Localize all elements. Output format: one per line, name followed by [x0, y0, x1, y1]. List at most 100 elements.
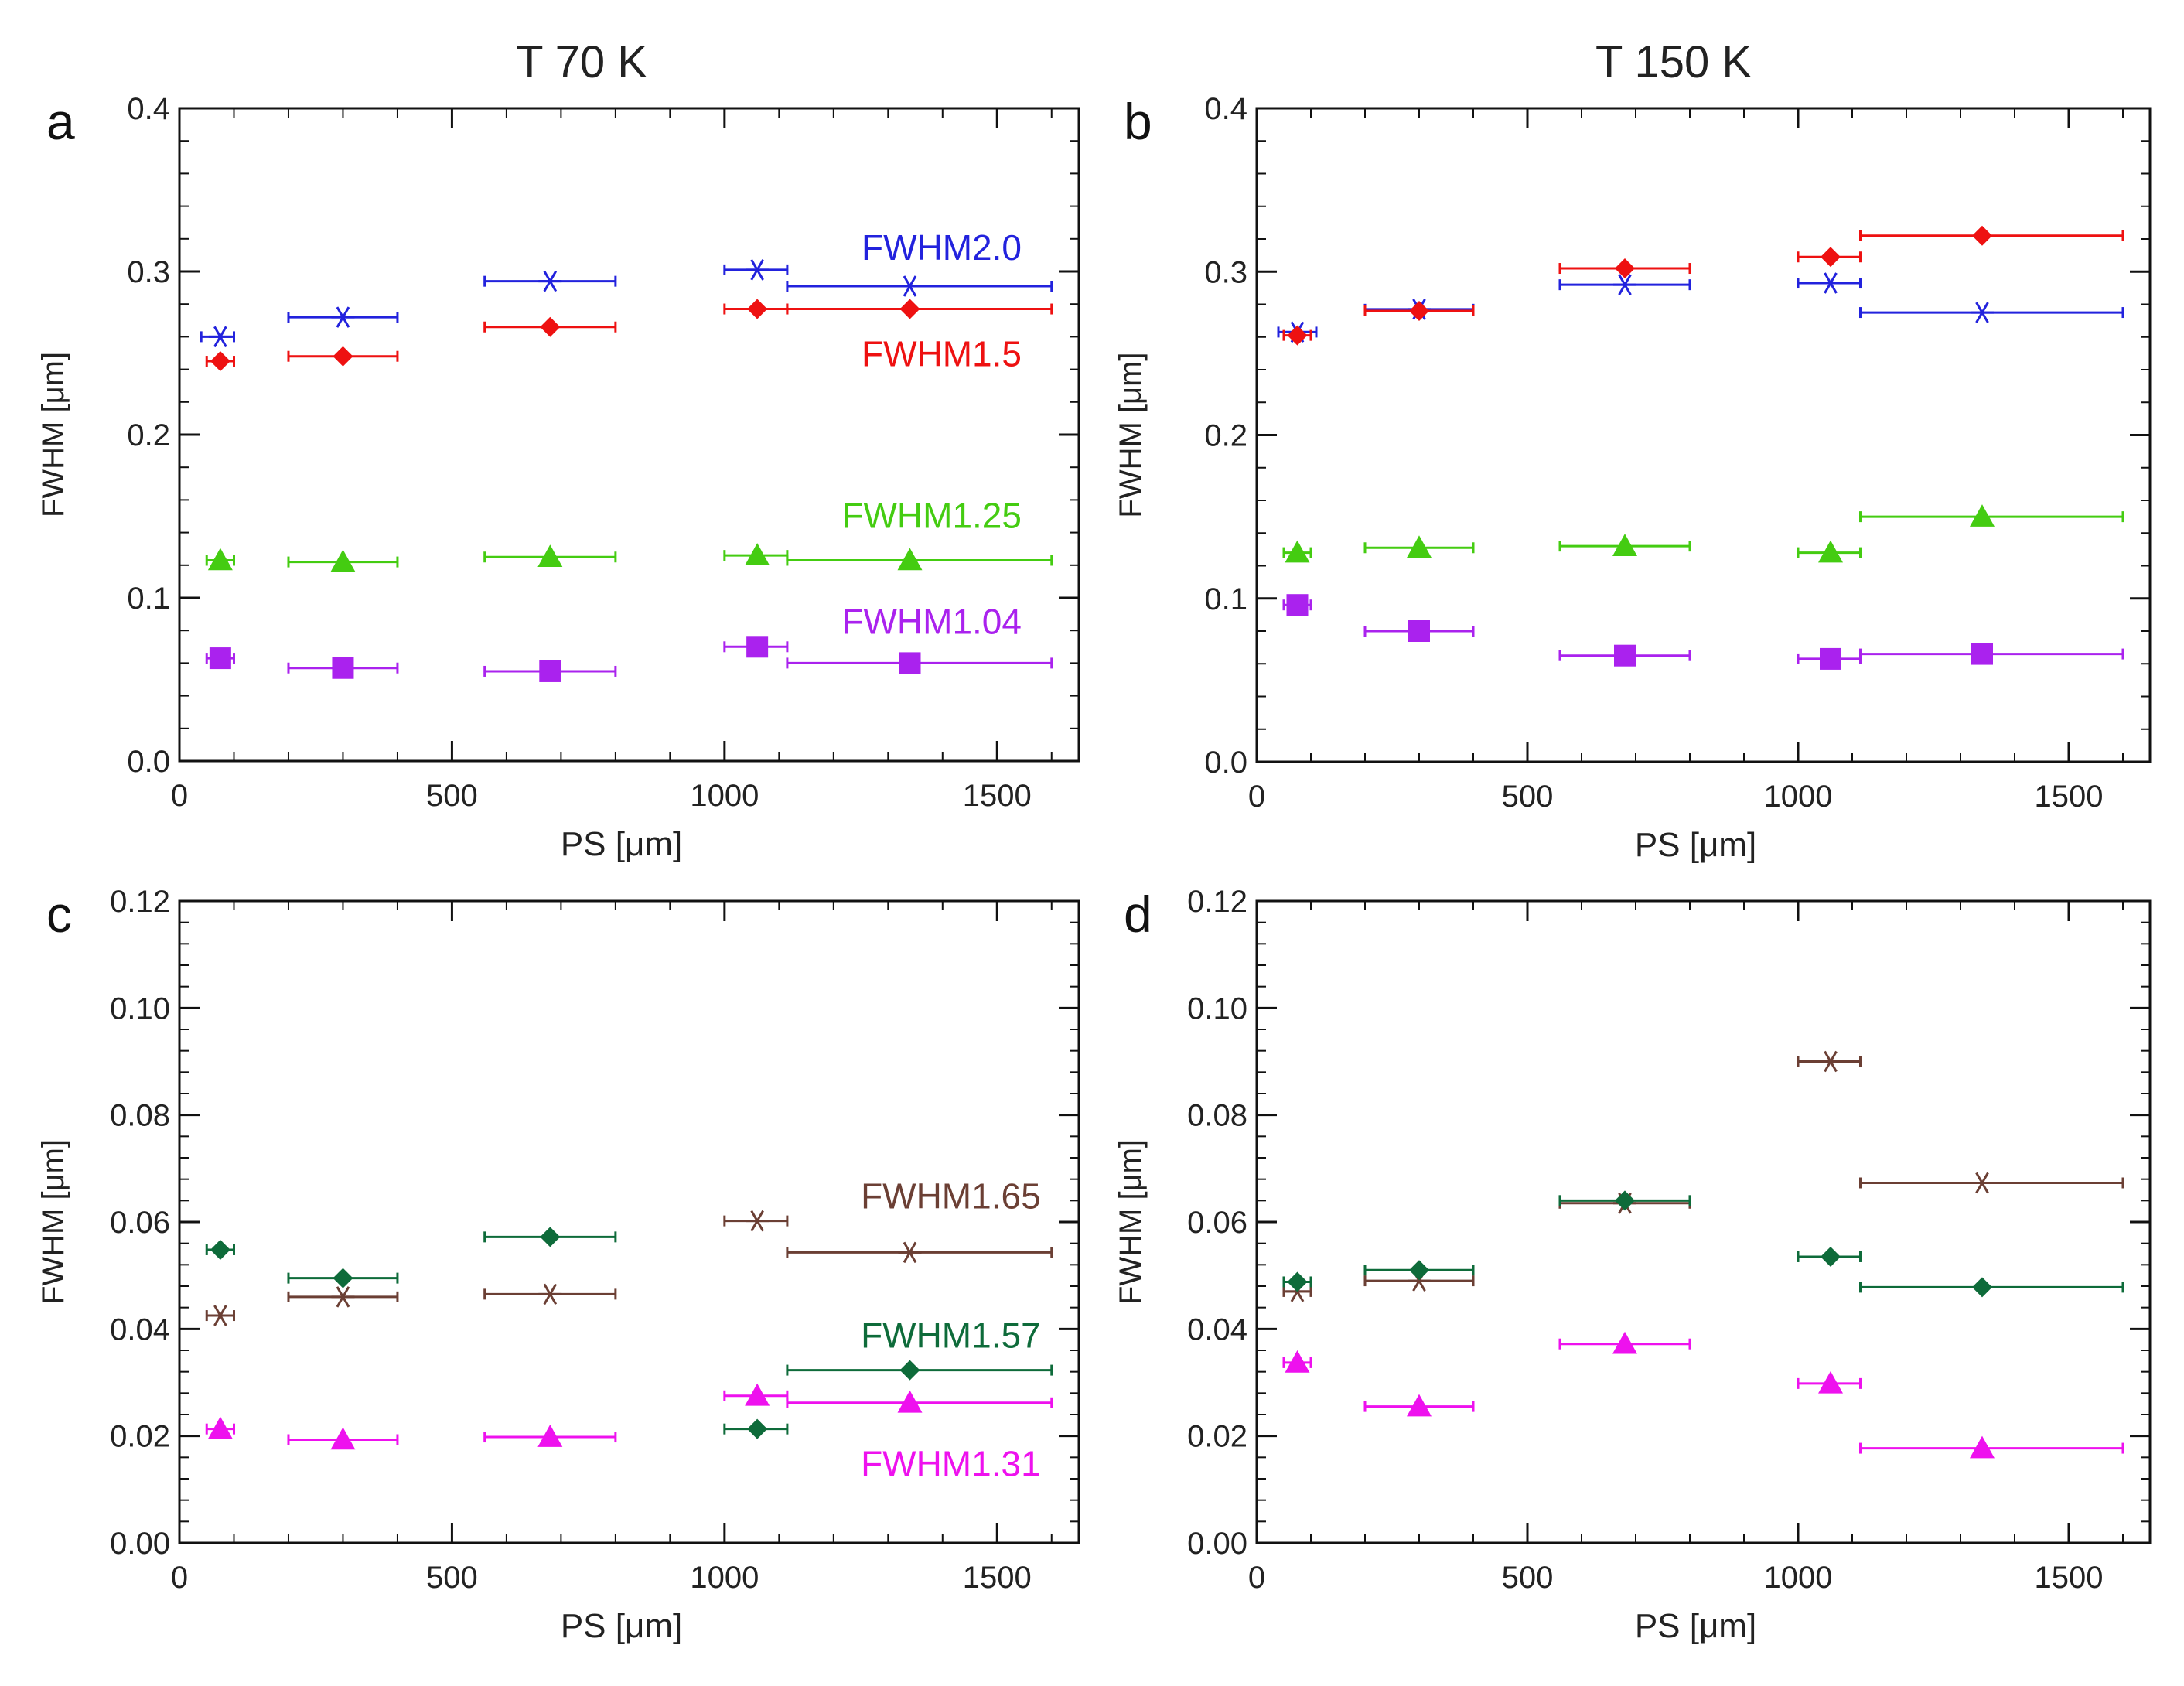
y-tick-label: 0.2 [127, 418, 170, 452]
data-point [537, 544, 563, 568]
x-tick-label: 1000 [1764, 780, 1833, 814]
x-tick-label: 1500 [963, 779, 1032, 813]
x-axis-label: PS [μm] [1635, 826, 1756, 864]
y-axis-label: FWHM [μm] [36, 1139, 70, 1305]
x-tick-label: 1500 [2035, 1561, 2104, 1595]
x-tick-label: 500 [426, 1561, 478, 1595]
data-point [898, 275, 922, 297]
x-tick-label: 1000 [690, 1561, 759, 1595]
data-point [332, 657, 354, 679]
y-tick-label: 0.0 [127, 745, 170, 779]
panel-d: 0 500 1000 1500 0.00 0.02 0.04 0.06 0.08 0.10 0.12… [1114, 885, 2152, 1645]
data-point [1818, 540, 1843, 563]
data-point [899, 299, 920, 319]
panel-letter: a [46, 93, 75, 150]
data-point [1285, 540, 1310, 563]
data-point [208, 326, 232, 348]
data-point [1615, 258, 1635, 279]
data-point [331, 306, 355, 328]
y-axis-label: FWHM [μm] [36, 352, 70, 517]
data-point [1819, 272, 1842, 294]
y-tick-label: 0.06 [1187, 1206, 1247, 1240]
x-tick-label: 0 [1248, 1561, 1265, 1595]
y-tick-label: 0.4 [127, 92, 170, 126]
data-point [1408, 620, 1430, 642]
y-tick-label: 0.00 [1187, 1527, 1247, 1561]
data-point [1971, 643, 1993, 665]
x-tick-label: 0 [171, 779, 188, 813]
y-axis-label: FWHM [μm] [1114, 1139, 1148, 1305]
series-label: FWHM1.57 [861, 1316, 1041, 1356]
series-FWHM2-0 [1277, 272, 2124, 343]
data-point [899, 652, 921, 674]
x-tick-label: 500 [426, 779, 478, 813]
panel-letter: d [1124, 886, 1152, 943]
y-tick-label: 0.3 [127, 255, 170, 289]
series-FWHM1-57 [1282, 1190, 2124, 1298]
series-FWHM1-31 [1282, 1331, 2124, 1459]
data-point [746, 636, 769, 658]
data-point [333, 1268, 353, 1288]
x-tick-label: 0 [171, 1561, 188, 1595]
x-tick-label: 500 [1502, 1561, 1554, 1595]
x-tick-label: 500 [1502, 780, 1554, 814]
data-point [897, 1390, 923, 1413]
data-point [746, 1210, 770, 1232]
series-FWHM1-5 [1282, 225, 2124, 346]
y-tick-label: 0.2 [1204, 419, 1247, 453]
data-point [1286, 594, 1309, 616]
data-point [1970, 1435, 1995, 1459]
data-point [333, 346, 353, 367]
data-point [537, 1425, 563, 1447]
data-point [1612, 534, 1637, 556]
data-point [1820, 647, 1841, 670]
series-FWHM1-04 [1282, 594, 2124, 670]
data-point [1819, 1050, 1842, 1073]
data-point [747, 299, 768, 319]
y-tick-label: 0.12 [1187, 885, 1247, 919]
x-tick-label: 1500 [963, 1561, 1032, 1595]
data-point [1821, 247, 1841, 268]
data-point [330, 1427, 356, 1450]
data-point [1818, 1370, 1843, 1394]
y-tick-label: 0.08 [1187, 1099, 1247, 1133]
data-point [1409, 1260, 1429, 1281]
data-point [1615, 1190, 1635, 1211]
x-axis-label: PS [μm] [561, 1607, 682, 1645]
y-axis-label: FWHM [μm] [1114, 352, 1148, 517]
data-point [331, 1286, 355, 1308]
data-point [330, 549, 356, 572]
y-tick-label: 0.04 [110, 1312, 170, 1346]
y-tick-label: 0.02 [110, 1420, 170, 1454]
plot-frame [1255, 107, 2152, 763]
data-point [538, 270, 562, 292]
data-point [207, 548, 233, 571]
series-FWHM2-0 [200, 259, 1053, 348]
panel-letter: c [46, 886, 72, 943]
series-FWHM1-25 [1282, 504, 2124, 563]
data-point [208, 1305, 232, 1326]
data-point [1970, 504, 1995, 527]
data-point [1407, 1394, 1432, 1417]
y-tick-label: 0.04 [1187, 1312, 1247, 1346]
data-point [1407, 535, 1432, 558]
data-point [540, 1227, 561, 1247]
panel-b: 0 500 1000 1500 0.0 0.1 0.2 0.3 0.4 PS [μm] FWHM [… [1114, 92, 2152, 864]
data-point [1972, 225, 1992, 246]
plot-frame [1255, 899, 2152, 1544]
data-point [746, 259, 770, 281]
panel-a: 0 500 1000 1500 0.0 0.1 0.2 0.3 0.4 PS [μm] FWHM [… [36, 92, 1080, 863]
data-point [745, 1383, 770, 1406]
x-tick-label: 0 [1248, 780, 1265, 814]
data-point [1612, 1331, 1637, 1354]
y-tick-label: 0.1 [1204, 582, 1247, 616]
data-point [1971, 1172, 1994, 1194]
x-tick-label: 1500 [2035, 780, 2104, 814]
data-point [898, 1241, 922, 1264]
y-tick-label: 0.00 [110, 1527, 170, 1561]
y-tick-label: 0.02 [1187, 1420, 1247, 1454]
series-label: FWHM1.04 [841, 601, 1022, 641]
data-point [1287, 325, 1308, 346]
y-tick-label: 0.12 [110, 885, 170, 919]
data-point [747, 1418, 768, 1439]
